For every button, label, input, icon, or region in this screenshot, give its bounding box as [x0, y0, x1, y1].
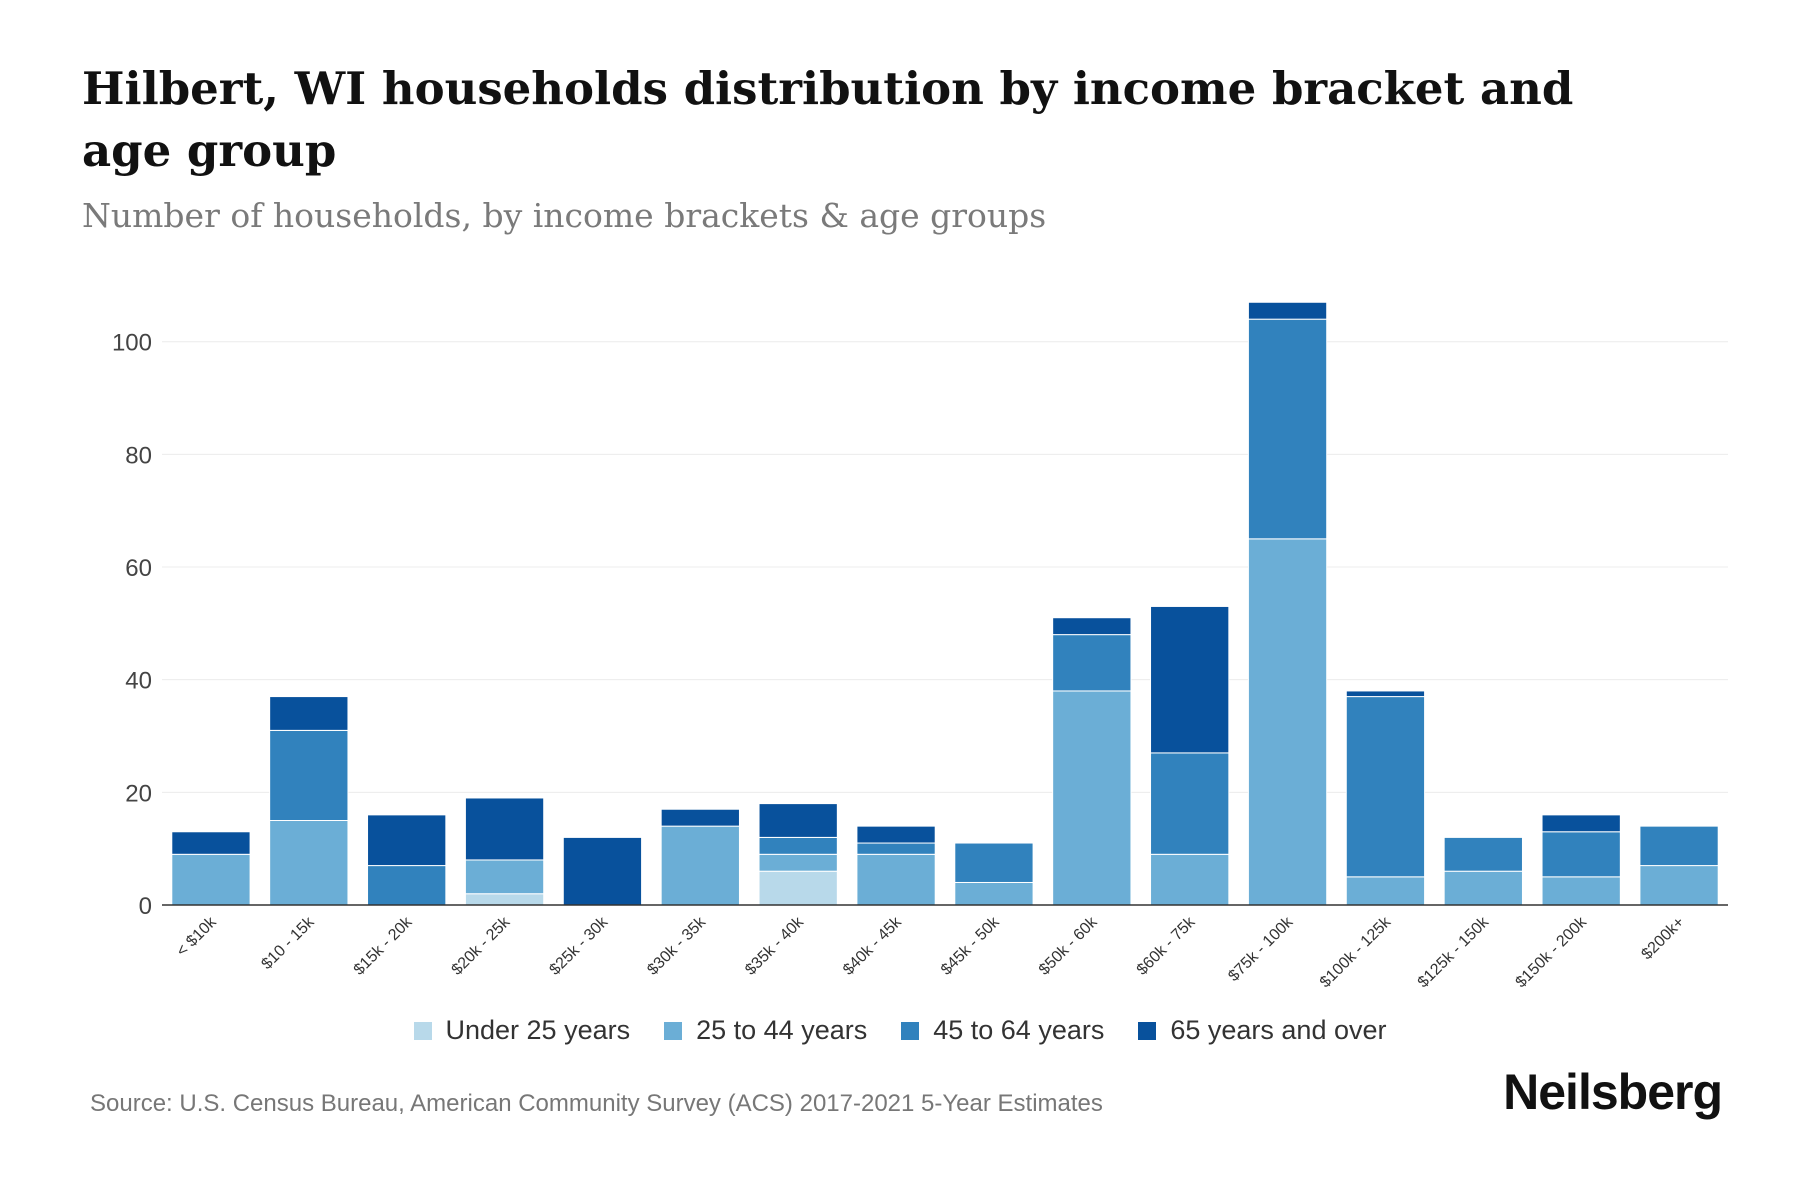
bar-segment — [856, 825, 936, 844]
x-tick-label: $50k - 60k — [1036, 913, 1102, 979]
x-tick-label: $60k - 75k — [1134, 913, 1200, 979]
x-tick-label: $10 - 15k — [258, 913, 318, 973]
bar-segment — [1443, 870, 1523, 906]
bar-segment — [367, 865, 447, 906]
bar-segment — [954, 881, 1034, 906]
x-tick-label: $35k - 40k — [742, 913, 808, 979]
bar-segment — [1150, 605, 1230, 754]
bar-segment — [1247, 318, 1328, 540]
bar-segment — [1639, 865, 1719, 906]
bar-segment — [171, 831, 251, 855]
legend-label-under-25: Under 25 years — [445, 1015, 631, 1045]
bar-segment — [758, 870, 838, 906]
y-tick-label: 60 — [125, 555, 152, 582]
bar-segment — [1052, 690, 1132, 906]
y-tick-label: 40 — [125, 668, 152, 695]
bar-segment — [1443, 836, 1523, 872]
bar-segment — [269, 820, 349, 906]
bar-segment — [1541, 831, 1621, 878]
bar-segment — [758, 853, 838, 872]
brand-logo: Neilsberg — [1503, 1064, 1723, 1120]
x-tick-label: $200k+ — [1638, 914, 1687, 963]
x-tick-label: $30k - 35k — [644, 913, 710, 979]
bar-segment — [1345, 690, 1426, 698]
bar-segment — [464, 893, 545, 906]
x-tick-label: < $10k — [173, 913, 220, 960]
bar-segment — [856, 853, 936, 906]
bar-segment — [660, 808, 740, 827]
bar-segment — [1541, 876, 1621, 906]
bar-segment — [1639, 825, 1719, 867]
legend-item-45-64: 45 to 64 years — [901, 1015, 1104, 1046]
bar-segment — [856, 842, 936, 855]
legend-item-65-plus: 65 years and over — [1138, 1015, 1387, 1046]
y-tick-label: 20 — [125, 780, 152, 807]
bar-segment — [269, 729, 349, 822]
bar-segment — [1345, 696, 1426, 878]
x-tick-label: $100k - 125k — [1317, 913, 1395, 991]
source-note: Source: U.S. Census Bureau, American Com… — [90, 1090, 1103, 1117]
bar-segment — [1247, 538, 1328, 906]
x-tick-label: $15k - 20k — [351, 913, 417, 979]
x-tick-label: $75k - 100k — [1225, 913, 1297, 985]
bar-segment — [269, 696, 349, 731]
bar-segment — [464, 797, 545, 861]
bar-segment — [1052, 617, 1132, 636]
legend-label-25-44: 25 to 44 years — [696, 1015, 868, 1045]
y-tick-label: 80 — [125, 442, 152, 469]
bar-segment — [464, 859, 545, 895]
y-tick-label: 100 — [112, 330, 152, 357]
bar-segment — [562, 836, 643, 906]
x-tick-label: $45k - 50k — [938, 913, 1004, 979]
chart-title: Hilbert, WI households distribution by i… — [82, 62, 1574, 177]
bar-segment — [1150, 752, 1230, 855]
legend-label-45-64: 45 to 64 years — [933, 1015, 1105, 1045]
legend-swatch-under-25 — [413, 1021, 432, 1040]
bar-segment — [1541, 814, 1621, 833]
legend-item-25-44: 25 to 44 years — [664, 1015, 867, 1046]
legend-swatch-45-64 — [901, 1021, 920, 1040]
x-tick-label: $25k - 30k — [546, 913, 612, 979]
bar-segment — [171, 853, 251, 906]
bar-segment — [1345, 876, 1426, 906]
chart-legend: Under 25 years 25 to 44 years 45 to 64 y… — [0, 1015, 1800, 1046]
x-tick-label: $20k - 25k — [449, 913, 515, 979]
bar-segment — [1052, 634, 1132, 692]
y-tick-label: 0 — [139, 893, 152, 920]
bar-segment — [1247, 301, 1328, 320]
x-tick-label: $125k - 150k — [1415, 913, 1493, 991]
legend-swatch-25-44 — [664, 1021, 683, 1040]
legend-swatch-65-plus — [1138, 1021, 1157, 1040]
bar-segment — [660, 825, 740, 906]
bar-segment — [367, 814, 447, 867]
x-tick-label: $40k - 45k — [840, 913, 906, 979]
bar-segment — [1150, 853, 1230, 906]
bar-segment — [758, 803, 838, 838]
legend-label-65-plus: 65 years and over — [1170, 1015, 1387, 1045]
chart-subtitle: Number of households, by income brackets… — [82, 196, 1047, 235]
x-tick-label: $150k - 200k — [1513, 913, 1591, 991]
bar-segment — [954, 842, 1034, 883]
bar-segment — [758, 836, 838, 855]
legend-item-under-25: Under 25 years — [413, 1015, 631, 1046]
